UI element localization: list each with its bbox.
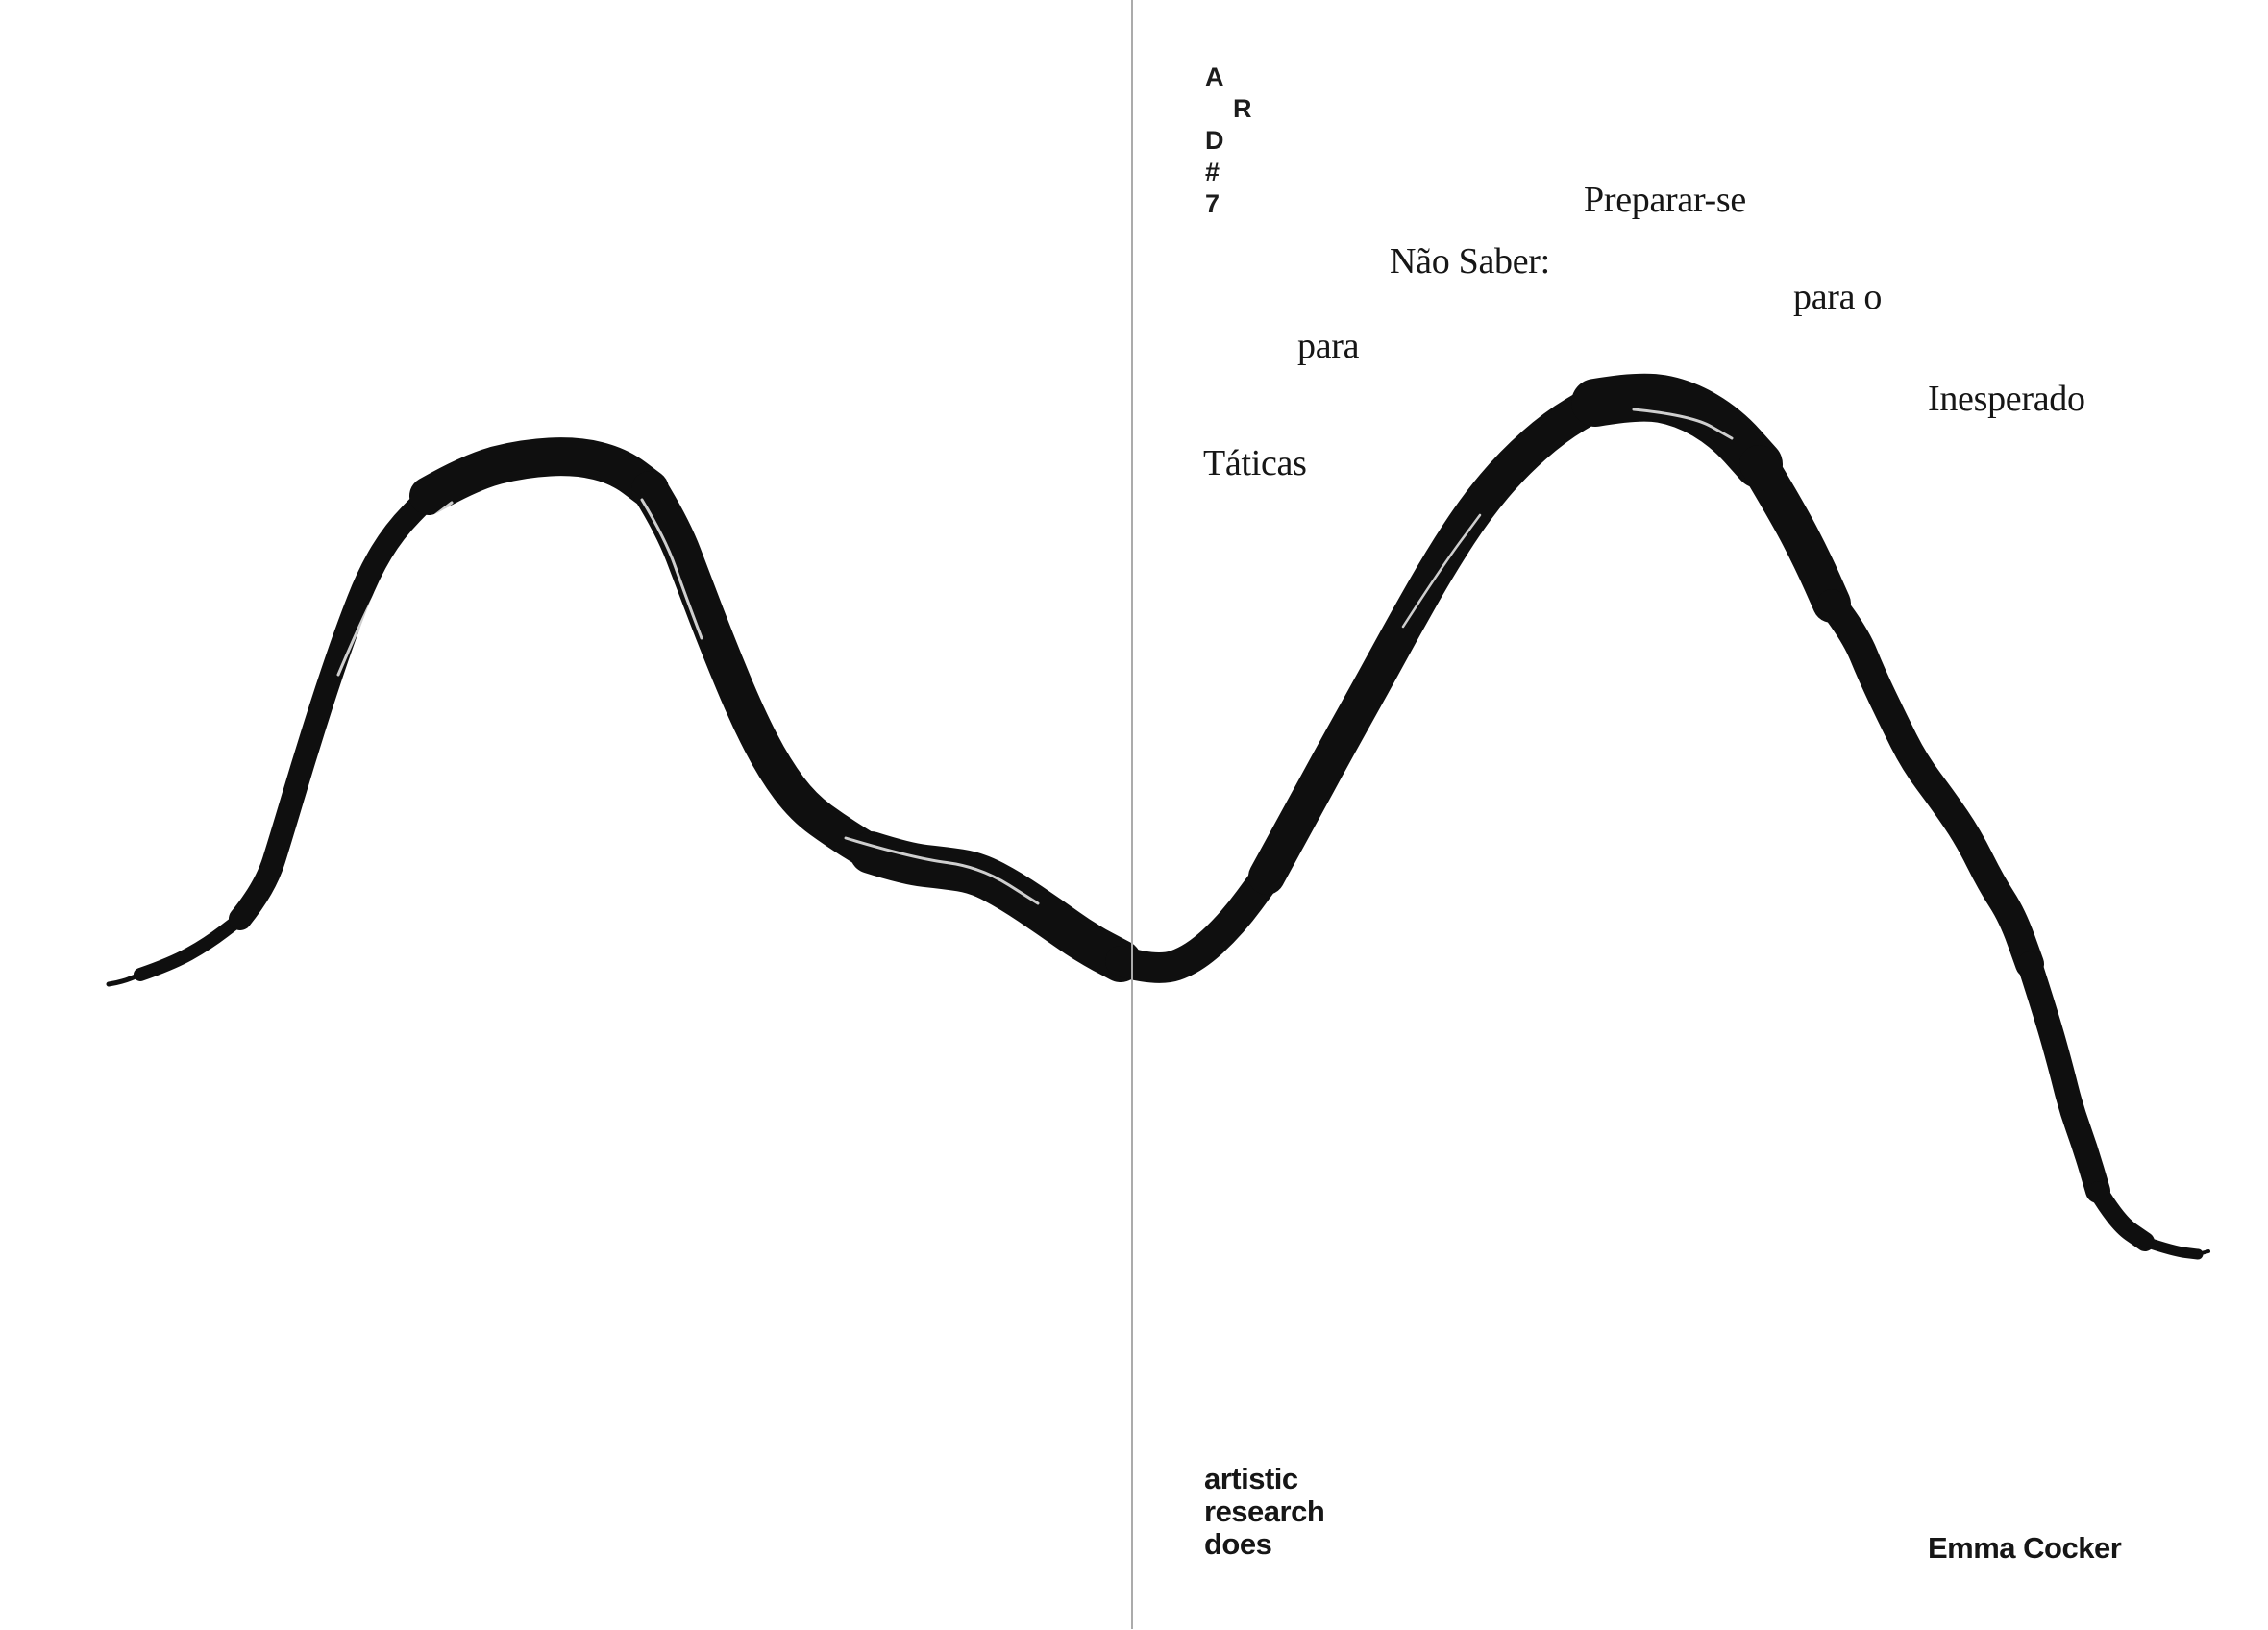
title-word-taticas: Táticas (1203, 443, 1307, 483)
imprint-line: research (1204, 1494, 1325, 1528)
imprint-line: does (1204, 1527, 1272, 1561)
masthead-letter: 7 (1205, 189, 1220, 218)
page-fold-divider (1131, 0, 1133, 1629)
masthead-ard7: A R D # 7 (1205, 62, 1252, 220)
title-word-para-o: para o (1793, 277, 1883, 317)
title-word-nao-saber: Não Saber: (1390, 241, 1550, 282)
masthead-letter: # (1205, 158, 1220, 186)
imprint-artistic-research-does: artistic research does (1204, 1462, 1325, 1561)
masthead-letter: A (1205, 62, 1224, 91)
title-word-preparar-se: Preparar-se (1584, 180, 1746, 220)
imprint-line: artistic (1204, 1462, 1298, 1495)
title-word-para: para (1297, 326, 1360, 366)
masthead-letter: D (1205, 126, 1224, 155)
author-name: Emma Cocker (1928, 1531, 2122, 1565)
title-word-inesperado: Inesperado (1928, 379, 2085, 419)
masthead-letter: R (1233, 94, 1252, 123)
